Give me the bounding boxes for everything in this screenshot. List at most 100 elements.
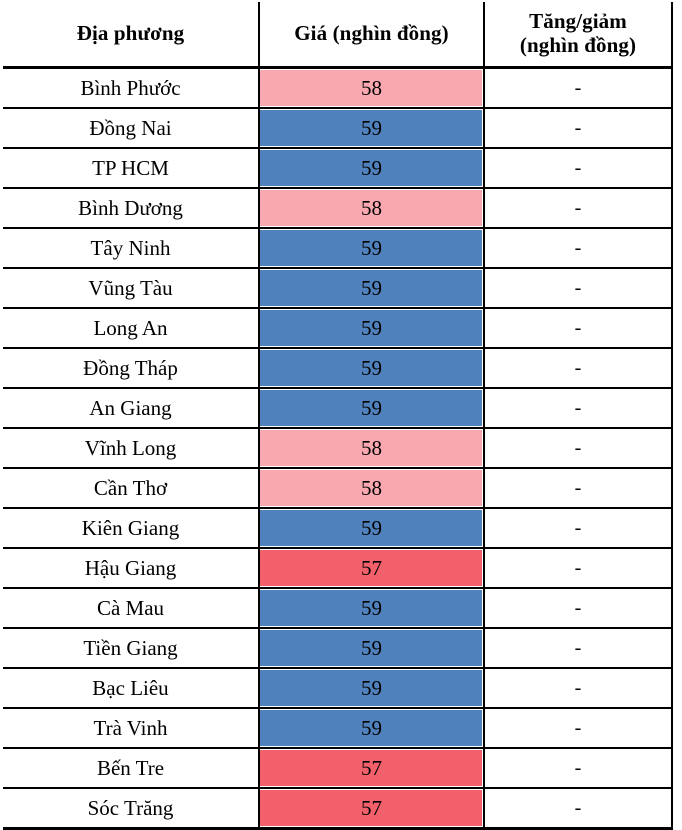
price-value: 59 [361,116,382,140]
cell-change: - [484,668,673,709]
change-value: - [574,357,582,379]
price-value: 58 [361,196,382,220]
table-row: Cần Thơ 58 - [3,468,673,509]
price-color-fill [260,670,482,706]
cell-locality: Tây Ninh [3,228,260,269]
cell-locality: Bình Dương [3,188,260,229]
locality-label: Hậu Giang [84,556,177,580]
cell-price: 59 [259,388,485,429]
cell-locality: Long An [3,308,260,349]
price-value: 59 [361,396,382,420]
table-row: Đồng Nai 59 - [3,108,673,149]
change-value: - [574,637,582,659]
table-row: Vũng Tàu 59 - [3,268,673,309]
price-value: 59 [361,596,382,620]
cell-price: 59 [259,708,485,749]
change-value: - [574,677,582,699]
cell-locality: Cà Mau [3,588,260,629]
table-row: Sóc Trăng 57 - [3,788,673,830]
cell-change: - [484,388,673,429]
table-header: Địa phương Giá (nghìn đồng) Tăng/giảm (n… [3,2,673,69]
locality-label: Bến Tre [96,756,165,780]
price-color-fill [260,590,482,626]
table-row: Tiền Giang 59 - [3,628,673,669]
locality-label: Sóc Trăng [87,796,174,820]
price-color-fill [260,70,482,106]
cell-price: 57 [259,748,485,789]
cell-change: - [484,308,673,349]
cell-change: - [484,268,673,309]
cell-locality: TP HCM [3,148,260,189]
price-value: 59 [361,516,382,540]
change-value: - [574,117,582,139]
price-color-fill [260,750,482,786]
cell-change: - [484,788,673,830]
cell-change: - [484,588,673,629]
locality-label: Long An [93,316,168,340]
change-value: - [574,237,582,259]
cell-change: - [484,348,673,389]
cell-price: 59 [259,108,485,149]
cell-locality: Kiên Giang [3,508,260,549]
cell-locality: Vĩnh Long [3,428,260,469]
cell-locality: Cần Thơ [3,468,260,509]
table-row: An Giang 59 - [3,388,673,429]
cell-locality: Đồng Nai [3,108,260,149]
column-header-price: Giá (nghìn đồng) [259,2,485,69]
table-row: Kiên Giang 59 - [3,508,673,549]
cell-change: - [484,508,673,549]
table-row: Trà Vinh 59 - [3,708,673,749]
change-value: - [574,397,582,419]
cell-price: 59 [259,308,485,349]
table-header-row: Địa phương Giá (nghìn đồng) Tăng/giảm (n… [3,2,673,69]
column-header-change: Tăng/giảm (nghìn đồng) [484,2,673,69]
change-value: - [574,157,582,179]
table-row: Hậu Giang 57 - [3,548,673,589]
cell-price: 58 [259,468,485,509]
price-color-fill [260,190,482,226]
table-row: Bình Phước 58 - [3,67,673,109]
cell-price: 59 [259,148,485,189]
table-row: Cà Mau 59 - [3,588,673,629]
table-row: Tây Ninh 59 - [3,228,673,269]
cell-change: - [484,468,673,509]
price-value: 57 [361,796,382,820]
table-row: Bình Dương 58 - [3,188,673,229]
price-value: 57 [361,556,382,580]
table-row: Vĩnh Long 58 - [3,428,673,469]
cell-change: - [484,67,673,109]
locality-label: Tây Ninh [90,236,171,260]
table-row: TP HCM 59 - [3,148,673,189]
cell-change: - [484,548,673,589]
column-header-change-line2: (nghìn đồng) [519,33,637,57]
price-color-fill [260,550,482,586]
cell-locality: Bình Phước [3,67,260,109]
change-value: - [574,317,582,339]
price-color-fill [260,510,482,546]
locality-label: Đồng Nai [89,116,172,140]
price-color-fill [260,310,482,346]
price-value: 59 [361,236,382,260]
cell-locality: Bạc Liêu [3,668,260,709]
table-row: Bạc Liêu 59 - [3,668,673,709]
cell-change: - [484,708,673,749]
cell-change: - [484,428,673,469]
price-color-fill [260,110,482,146]
cell-price: 59 [259,228,485,269]
locality-label: Tiền Giang [83,636,178,660]
price-value: 58 [361,476,382,500]
change-value: - [574,517,582,539]
cell-change: - [484,748,673,789]
change-value: - [574,757,582,779]
price-value: 59 [361,276,382,300]
change-value: - [574,717,582,739]
price-value: 59 [361,156,382,180]
price-value: 59 [361,356,382,380]
price-color-fill [260,230,482,266]
locality-label: An Giang [89,396,172,420]
cell-price: 58 [259,67,485,109]
locality-label: Bạc Liêu [92,676,169,700]
cell-price: 59 [259,628,485,669]
locality-label: Bình Dương [78,196,183,220]
change-value: - [574,197,582,219]
